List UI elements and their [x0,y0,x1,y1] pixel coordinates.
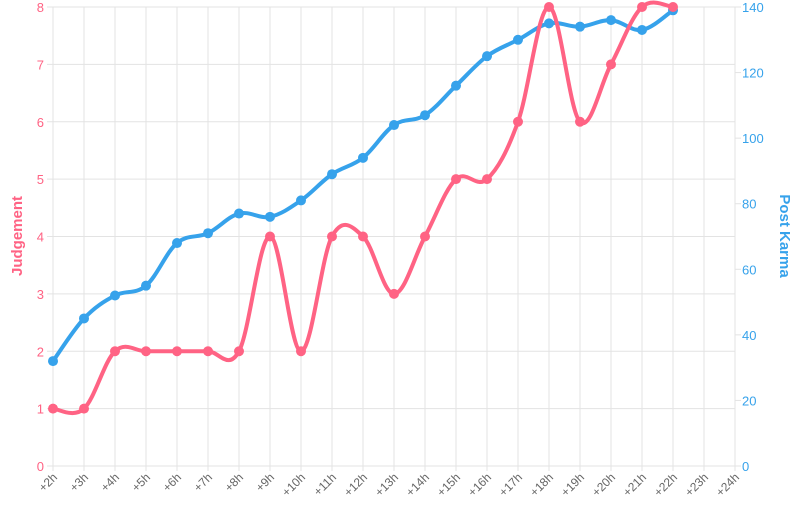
y-right-tick-label: 0 [742,459,749,474]
judgement-point[interactable] [637,2,647,12]
judgement-point[interactable] [389,288,399,299]
post-karma-point[interactable] [141,280,151,291]
x-tick-label: +11h [311,470,339,498]
post-karma-point[interactable] [296,195,306,206]
judgement-point[interactable] [451,174,461,185]
post-karma-point[interactable] [203,228,213,239]
x-tick-label: +3h [67,470,91,494]
y-right-tick-label: 60 [742,262,756,277]
x-tick-label: +6h [160,470,184,494]
x-tick-label: +14h [403,470,432,499]
y-right-tick-label: 40 [742,328,756,343]
post-karma-point[interactable] [637,24,647,35]
x-tick-label: +20h [589,470,618,499]
post-karma-point[interactable] [172,238,182,249]
judgement-point[interactable] [606,59,616,70]
judgement-point[interactable] [575,116,585,127]
y-right-tick-label: 100 [742,131,764,146]
judgement-point[interactable] [172,346,182,357]
x-tick-label: +10h [279,470,308,499]
x-tick-label: +13h [372,470,401,499]
judgement-point[interactable] [327,231,337,242]
post-karma-point[interactable] [48,356,58,367]
post-karma-point[interactable] [389,120,399,131]
judgement-point[interactable] [141,346,151,357]
post-karma-point[interactable] [234,208,244,219]
x-tick-label: +17h [496,470,525,499]
x-tick-label: +23h [682,470,711,499]
judgement-point[interactable] [48,403,58,414]
x-tick-label: +7h [191,470,215,494]
y-left-tick-label: 6 [37,115,44,130]
y-left-tick-label: 8 [37,0,44,15]
judgement-point[interactable] [234,346,244,357]
y-left-tick-label: 3 [37,287,44,302]
y-left-tick-label: 1 [37,402,44,417]
judgement-point[interactable] [296,346,306,357]
x-tick-label: +12h [341,470,370,499]
post-karma-point[interactable] [513,34,523,45]
y-left-tick-label: 4 [37,230,44,245]
post-karma-point[interactable] [451,80,461,91]
y-right-tick-label: 20 [742,393,756,408]
post-karma-point[interactable] [482,51,492,62]
y-right-tick-label: 140 [742,0,764,15]
post-karma-point[interactable] [420,110,430,121]
series [48,0,678,416]
x-tick-label: +15h [434,470,463,499]
judgement-point[interactable] [79,403,89,414]
y-left-tick-label: 5 [37,172,44,187]
judgement-point[interactable] [420,231,430,242]
judgement-point[interactable] [668,2,678,12]
grid [47,6,741,471]
x-tick-label: +4h [98,470,122,494]
y-left-tick-label: 2 [37,344,44,359]
judgement-point[interactable] [482,174,492,185]
post-karma-point[interactable] [606,15,616,26]
y-axis-right-label: Post Karma [776,194,793,278]
y-axis-left-label: Judgement [9,196,26,276]
post-karma-point[interactable] [575,21,585,32]
x-tick-label: +18h [527,470,556,499]
post-karma-point[interactable] [79,313,89,324]
post-karma-point[interactable] [110,290,120,301]
judgement-point[interactable] [110,346,120,357]
y-right-tick-label: 80 [742,197,756,212]
x-tick-label: +8h [222,470,246,494]
judgement-point[interactable] [203,346,213,357]
judgement-point[interactable] [358,231,368,242]
x-tick-label: +21h [620,470,649,499]
post-karma-point[interactable] [265,211,275,222]
post-karma-point[interactable] [544,18,554,29]
x-tick-label: +16h [465,470,494,499]
judgement-point[interactable] [544,2,554,12]
post-karma-point[interactable] [358,152,368,163]
judgement-point[interactable] [513,116,523,127]
x-tick-label: +22h [651,470,680,499]
y-right-tick-label: 120 [742,66,764,81]
x-tick-label: +5h [129,470,153,494]
x-tick-label: +9h [253,470,277,494]
judgement-point[interactable] [265,231,275,242]
post-karma-point[interactable] [327,169,337,180]
x-tick-label: +19h [558,470,587,499]
y-left-tick-label: 0 [37,459,44,474]
x-tick-label: +24h [713,470,742,499]
y-left-tick-label: 7 [37,57,44,72]
